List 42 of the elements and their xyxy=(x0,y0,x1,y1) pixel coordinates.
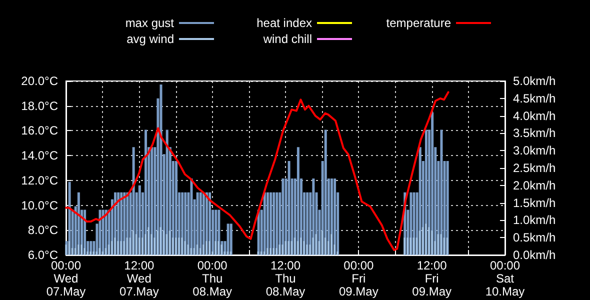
bar xyxy=(102,210,104,255)
x-tick-label: 12:00 Wed 07.May xyxy=(119,258,159,298)
y2-tick-label: 5.0km/h xyxy=(513,74,556,88)
y2-tick-label: 4.0km/h xyxy=(513,108,556,123)
bar xyxy=(190,178,193,255)
legend-label: wind chill xyxy=(262,32,312,46)
y-tick-label: 16.0°C xyxy=(21,124,58,138)
y-tick-label: 20.0°C xyxy=(21,74,58,88)
y2-tick-label: 2.5km/h xyxy=(513,161,556,175)
bar xyxy=(282,178,284,255)
y2-tick-label: 1.0km/h xyxy=(513,213,556,228)
bar xyxy=(230,224,232,255)
x-tick-label: 12:00 Thu 08.May xyxy=(266,258,306,298)
bar xyxy=(276,192,278,255)
y2-tick-label: 4.5km/h xyxy=(513,91,556,106)
y2-tick-label: 3.5km/h xyxy=(513,126,556,140)
bar xyxy=(324,130,327,255)
bar xyxy=(266,192,269,255)
y2-tick-label: 0.5km/h xyxy=(513,230,556,245)
y2-tick-label: 1.5km/h xyxy=(513,196,556,210)
legend-label: avg wind xyxy=(126,32,174,46)
y2-tick-label: 2.0km/h xyxy=(513,178,556,192)
bar xyxy=(263,192,266,255)
x-tick-label: 00:00 Fri 09.May xyxy=(338,258,378,298)
y-tick-label: 12.0°C xyxy=(21,173,58,188)
bar xyxy=(288,161,290,255)
y-tick-label: 14.0°C xyxy=(21,148,58,163)
bar xyxy=(270,192,272,255)
x-tick-label: 00:00 Thu 08.May xyxy=(192,258,232,298)
bar xyxy=(272,192,276,255)
bar xyxy=(334,178,336,255)
bar xyxy=(296,147,300,255)
y-tick-label: 8.0°C xyxy=(28,223,58,238)
y-tick-label: 10.0°C xyxy=(21,198,58,212)
legend-label: max gust xyxy=(125,16,175,30)
legend-label: heat index xyxy=(256,16,312,30)
y-tick-label: 18.0°C xyxy=(21,98,58,113)
y2-tick-label: 3.0km/h xyxy=(513,144,556,158)
bar xyxy=(226,224,230,255)
legend-label: temperature xyxy=(386,16,452,30)
x-tick-label: 12:00 Fri 09.May xyxy=(412,258,452,298)
bar xyxy=(199,192,202,255)
